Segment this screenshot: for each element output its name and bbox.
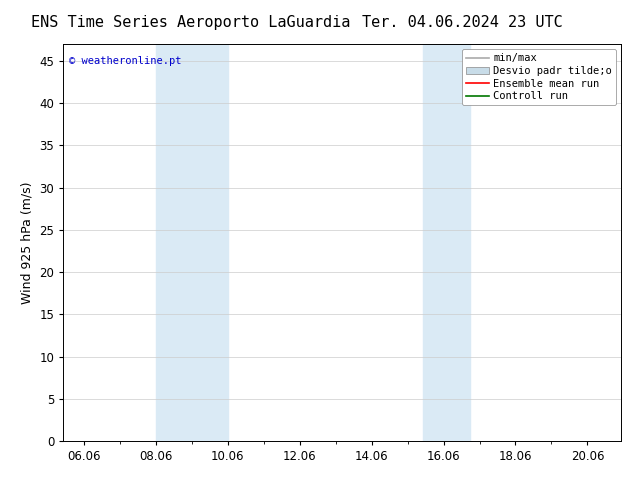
- Text: © weatheronline.pt: © weatheronline.pt: [69, 56, 181, 66]
- Y-axis label: Wind 925 hPa (m/s): Wind 925 hPa (m/s): [21, 181, 34, 304]
- Bar: [155, 44, 228, 441]
- Bar: [424, 44, 470, 441]
- Text: ENS Time Series Aeroporto LaGuardia: ENS Time Series Aeroporto LaGuardia: [30, 15, 350, 29]
- Text: Ter. 04.06.2024 23 UTC: Ter. 04.06.2024 23 UTC: [363, 15, 563, 29]
- Legend: min/max, Desvio padr tilde;o, Ensemble mean run, Controll run: min/max, Desvio padr tilde;o, Ensemble m…: [462, 49, 616, 105]
